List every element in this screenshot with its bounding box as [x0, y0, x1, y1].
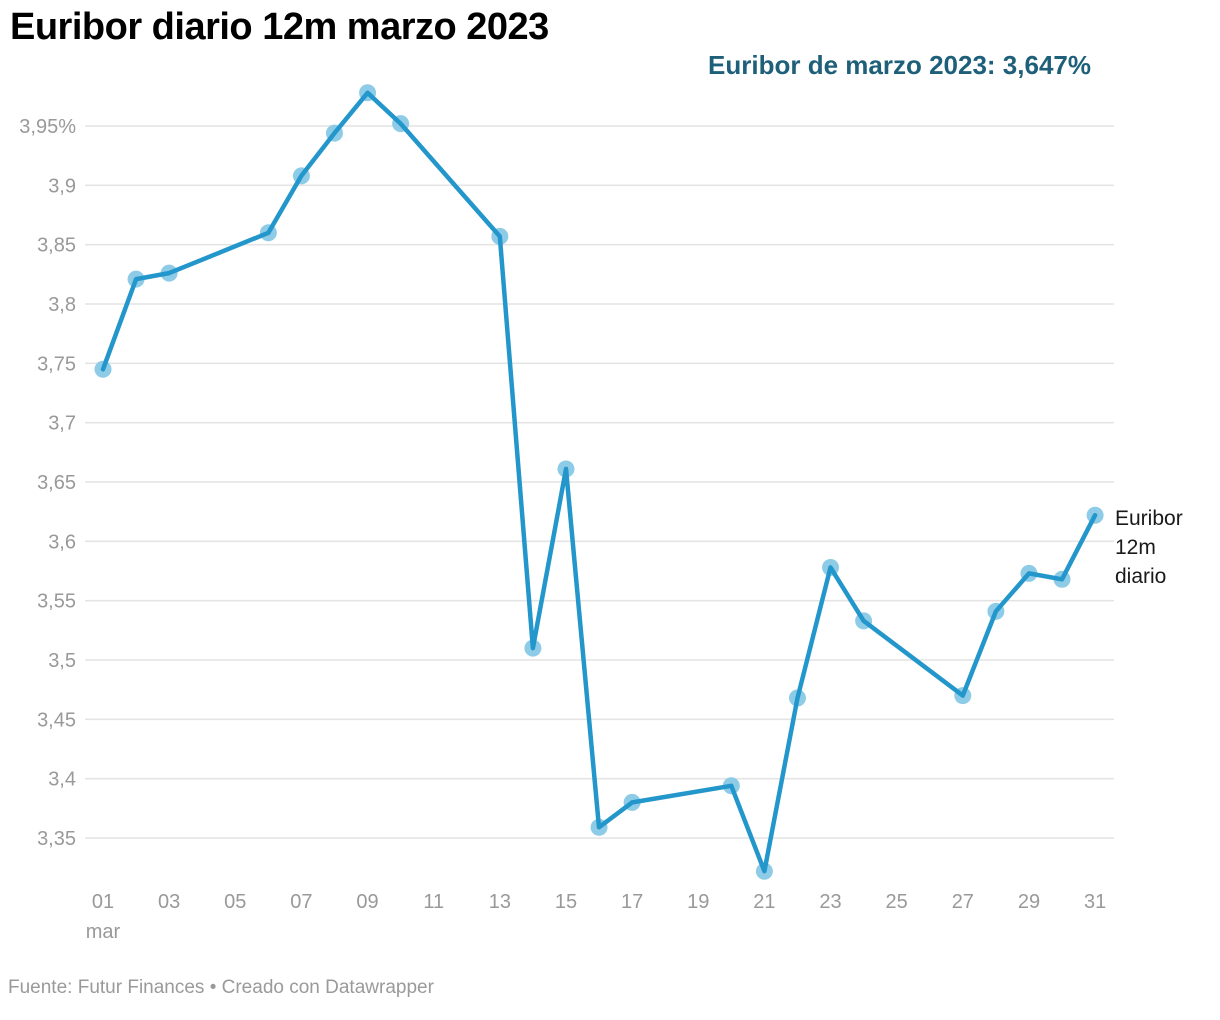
y-axis-tick-label: 3,6: [48, 531, 76, 553]
x-axis-tick-label: 03: [158, 891, 180, 913]
x-axis-tick-label: 01: [92, 891, 114, 913]
y-axis-tick-label: 3,5: [48, 650, 76, 672]
x-axis-tick-label: 23: [819, 891, 841, 913]
y-axis-tick-label: 3,75: [37, 353, 76, 375]
x-axis-tick-label: 11: [423, 891, 444, 913]
y-axis-tick-label: 3,45: [37, 709, 76, 731]
x-axis-tick-label: 05: [224, 891, 246, 913]
y-axis-tick-label: 3,85: [37, 235, 76, 257]
x-axis-tick-label: 31: [1084, 891, 1106, 913]
y-axis-tick-label: 3,95%: [19, 116, 76, 138]
x-axis-tick-label: 07: [290, 891, 312, 913]
chart-title: Euribor diario 12m marzo 2023: [10, 6, 549, 48]
y-axis-tick-label: 3,8: [48, 294, 76, 316]
series-label: Euribor 12m diario: [1115, 507, 1183, 588]
annotation-monthly-average: Euribor de marzo 2023: 3,647%: [708, 50, 1091, 80]
y-axis-tick-label: 3,9: [48, 175, 76, 197]
x-axis-tick-label: 13: [489, 891, 511, 913]
x-axis-tick-label: 19: [687, 891, 709, 913]
footer-attribution: Fuente: Futur Finances • Creado con Data…: [8, 977, 434, 998]
x-axis-month-label: mar: [86, 921, 121, 943]
x-axis-tick-label: 09: [356, 891, 378, 913]
y-axis-tick-label: 3,7: [48, 413, 76, 435]
x-axis-tick-label: 17: [621, 891, 643, 913]
x-axis-tick-label: 29: [1018, 891, 1040, 913]
x-axis-tick-label: 21: [753, 891, 775, 913]
x-axis-tick-label: 15: [555, 891, 577, 913]
y-axis-tick-label: 3,35: [37, 828, 76, 850]
y-axis-tick-label: 3,55: [37, 591, 76, 613]
euribor-line-path: [100, 90, 1098, 874]
y-axis-tick-label: 3,4: [48, 769, 76, 791]
x-axis-tick-label: 27: [952, 891, 974, 913]
line-chart: 3,95% 3,9 3,85 3,8 3,75 3,7 3,65 3,6 3,55 3,5 3,45…: [19, 84, 1114, 943]
y-axis-tick-label: 3,65: [37, 472, 76, 494]
x-axis-tick-label: 25: [886, 891, 908, 913]
